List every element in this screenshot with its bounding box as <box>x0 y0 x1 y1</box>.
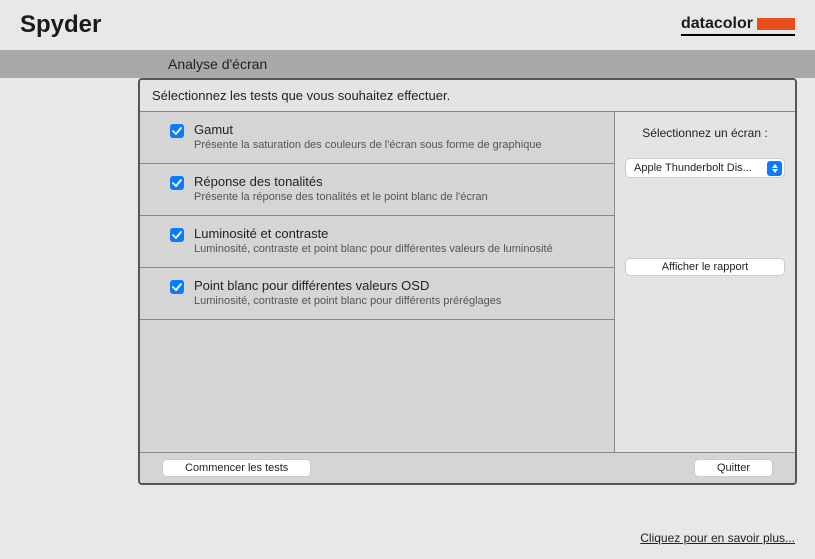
test-description: Présente la réponse des tonalités et le … <box>194 191 596 203</box>
checkbox-brightness-contrast[interactable] <box>170 228 184 242</box>
start-tests-button[interactable]: Commencer les tests <box>162 459 311 477</box>
learn-more-link[interactable]: Cliquez pour en savoir plus... <box>640 531 795 545</box>
test-description: Présente la saturation des couleurs de l… <box>194 139 596 151</box>
panel-body: Gamut Présente la saturation des couleur… <box>140 112 795 452</box>
tests-column: Gamut Présente la saturation des couleur… <box>140 112 615 452</box>
page-title: Analyse d'écran <box>168 56 267 72</box>
app-header: Spyder datacolor <box>0 0 815 50</box>
test-text: Réponse des tonalités Présente la répons… <box>194 174 596 203</box>
test-text: Point blanc pour différentes valeurs OSD… <box>194 278 596 307</box>
content-area: Sélectionnez les tests que vous souhaite… <box>0 78 815 485</box>
show-report-button[interactable]: Afficher le rapport <box>625 258 785 276</box>
main-panel: Sélectionnez les tests que vous souhaite… <box>138 78 797 485</box>
brand-logo: datacolor <box>681 15 795 36</box>
test-row-tone-response[interactable]: Réponse des tonalités Présente la répons… <box>140 164 614 216</box>
title-bar: Analyse d'écran <box>0 50 815 78</box>
screen-select[interactable]: Apple Thunderbolt Dis... <box>625 158 785 178</box>
test-title: Point blanc pour différentes valeurs OSD <box>194 278 596 293</box>
sidebar-column: Sélectionnez un écran : Apple Thunderbol… <box>615 112 795 452</box>
checkbox-white-point-osd[interactable] <box>170 280 184 294</box>
checkbox-gamut[interactable] <box>170 124 184 138</box>
checkbox-tone-response[interactable] <box>170 176 184 190</box>
app-logo: Spyder <box>20 11 101 39</box>
test-description: Luminosité, contraste et point blanc pou… <box>194 295 596 307</box>
brand-text: datacolor <box>681 15 753 33</box>
test-text: Luminosité et contraste Luminosité, cont… <box>194 226 596 255</box>
screen-select-label: Sélectionnez un écran : <box>625 126 785 140</box>
chevron-updown-icon <box>767 161 782 176</box>
screen-select-value: Apple Thunderbolt Dis... <box>634 162 752 174</box>
test-row-white-point-osd[interactable]: Point blanc pour différentes valeurs OSD… <box>140 268 614 320</box>
quit-button[interactable]: Quitter <box>694 459 773 477</box>
test-row-brightness-contrast[interactable]: Luminosité et contraste Luminosité, cont… <box>140 216 614 268</box>
instruction-text: Sélectionnez les tests que vous souhaite… <box>140 80 795 112</box>
test-title: Gamut <box>194 122 596 137</box>
test-title: Luminosité et contraste <box>194 226 596 241</box>
test-title: Réponse des tonalités <box>194 174 596 189</box>
brand-swatch <box>757 18 795 30</box>
bottom-bar: Commencer les tests Quitter <box>140 452 795 483</box>
test-row-gamut[interactable]: Gamut Présente la saturation des couleur… <box>140 112 614 164</box>
test-description: Luminosité, contraste et point blanc pou… <box>194 243 596 255</box>
test-text: Gamut Présente la saturation des couleur… <box>194 122 596 151</box>
